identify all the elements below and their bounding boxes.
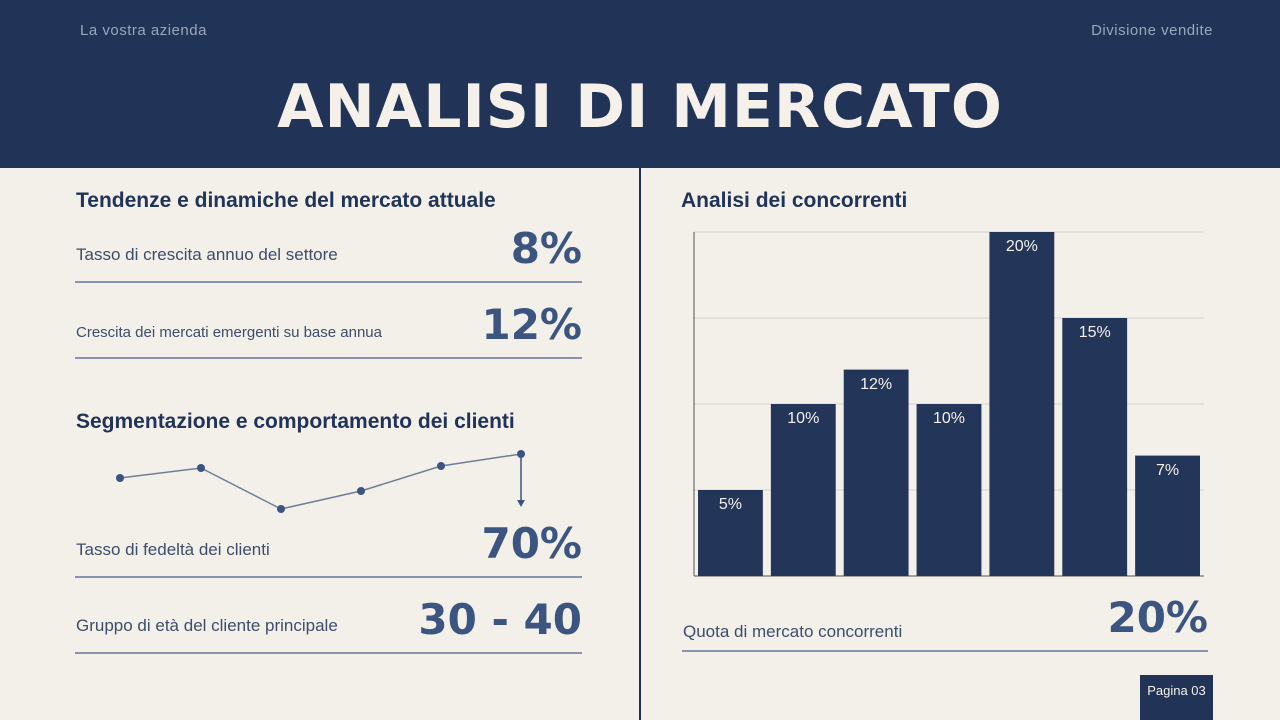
- value-label: 12%: [860, 376, 892, 393]
- sparkline-dot: [197, 464, 205, 472]
- division: Divisione vendite: [1091, 22, 1213, 39]
- value-label: 15%: [1079, 324, 1111, 341]
- sparkline-line: [119, 453, 522, 510]
- sparkline: [116, 450, 525, 513]
- stat-label: Gruppo di età del cliente principale: [76, 616, 338, 635]
- chart-title: Analisi dei concorrenti: [681, 189, 908, 212]
- value-label: 20%: [1006, 238, 1038, 255]
- arrow-head: [517, 500, 525, 507]
- page-number: Pagina 03: [1140, 675, 1213, 720]
- value-label: 5%: [719, 496, 742, 513]
- bar: [770, 404, 836, 576]
- stat-row: Tasso di fedeltà dei clienti 70%: [75, 516, 582, 578]
- stat-value: 8%: [510, 224, 582, 273]
- section-heading: Tendenze e dinamiche del mercato attuale: [76, 189, 496, 212]
- value-label: 7%: [1156, 462, 1179, 479]
- sparkline-dot: [116, 474, 124, 482]
- stat-label: Tasso di fedeltà dei clienti: [76, 540, 270, 559]
- stat-value: 12%: [481, 300, 582, 349]
- sparkline-dot: [277, 505, 285, 513]
- bar: [1135, 455, 1200, 576]
- title: ANALISI DI MERCATO: [277, 72, 1003, 142]
- stat-row: Crescita dei mercati emergenti su base a…: [75, 297, 582, 359]
- stat-label: Quota di mercato concorrenti: [683, 622, 903, 641]
- divider: [639, 168, 641, 720]
- bar: [989, 232, 1055, 576]
- bar: [916, 404, 982, 576]
- sparkline-dot: [437, 462, 445, 470]
- stat-row: Tasso di crescita annuo del settore 8%: [75, 221, 582, 283]
- company: La vostra azienda: [80, 22, 207, 39]
- sparkline-dot: [357, 487, 365, 495]
- bar: [843, 369, 909, 576]
- sparkline-dot: [517, 450, 525, 458]
- bar: [1062, 318, 1128, 576]
- stat-row: Gruppo di età del cliente principale 30 …: [75, 592, 582, 654]
- stat-value: 20%: [1107, 593, 1208, 642]
- value-label: 10%: [787, 410, 819, 427]
- stat-value: 30 - 40: [418, 595, 582, 644]
- stat-label: Tasso di crescita annuo del settore: [76, 245, 338, 264]
- value-label: 10%: [933, 410, 965, 427]
- section-heading: Segmentazione e comportamento dei client…: [76, 410, 515, 433]
- stat-value: 70%: [481, 519, 582, 568]
- stat-label: Crescita dei mercati emergenti su base a…: [76, 324, 382, 341]
- header: La vostra azienda Divisione vendite ANAL…: [0, 0, 1280, 168]
- bar: [698, 490, 763, 576]
- stat-row: Quota di mercato concorrenti 20%: [682, 590, 1208, 652]
